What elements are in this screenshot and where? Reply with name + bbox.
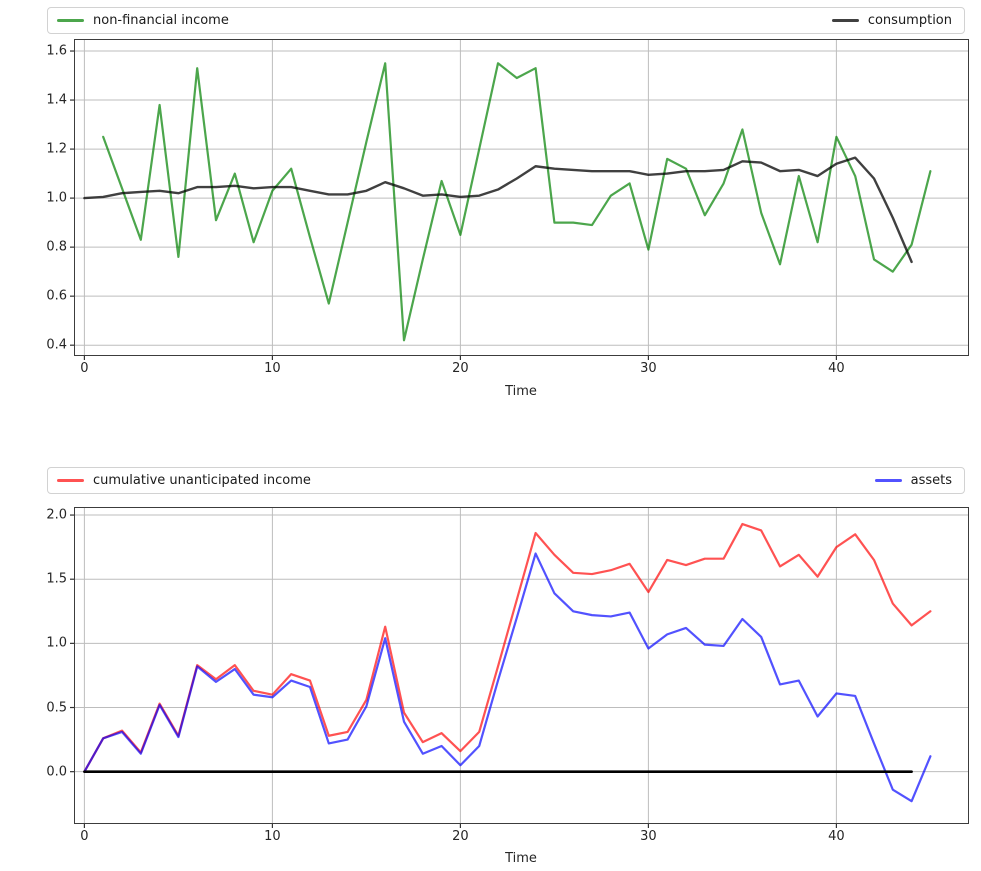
y-tick-label: 1.4: [46, 92, 67, 108]
y-tick-label: 0.5: [46, 700, 67, 716]
y-tick-label: 0.0: [46, 764, 67, 780]
legend-label-assets: assets: [910, 473, 952, 488]
consumption-line: [83, 156, 913, 264]
x-tick-label: 30: [640, 361, 657, 376]
x-tick-label: 10: [264, 361, 281, 376]
legend-entry-consumption: consumption: [831, 13, 952, 28]
y-tick-label: 0.6: [46, 288, 67, 304]
legend-entry-non-financial-income: non-financial income: [57, 13, 229, 28]
legend-label-cumulative-unanticipated-income: cumulative unanticipated income: [93, 473, 311, 488]
bottom-plot-svg: [70, 508, 968, 828]
y-tick-label: 0.8: [46, 239, 67, 255]
y-tick-label: 1.5: [46, 571, 67, 587]
top-xaxis-title: Time: [505, 384, 537, 399]
x-tick-label: 20: [452, 361, 469, 376]
x-tick-label: 40: [828, 361, 845, 376]
top-plot-svg: [70, 40, 968, 360]
non-financial-income-line-swatch: [57, 19, 84, 22]
y-tick-label: 2.0: [46, 507, 67, 523]
y-tick-label: 1.2: [46, 141, 67, 157]
bottom-legend: cumulative unanticipated income assets: [47, 467, 965, 494]
x-tick-label: 10: [264, 829, 281, 844]
y-tick-label: 1.6: [46, 43, 67, 59]
x-tick-label: 20: [452, 829, 469, 844]
bottom-axes: [70, 507, 969, 828]
top-axes: [70, 39, 969, 360]
x-tick-label: 0: [80, 361, 89, 376]
non-financial-income-line: [102, 62, 932, 342]
x-tick-label: 40: [828, 829, 845, 844]
y-tick-label: 1.0: [46, 190, 67, 206]
legend-entry-cumulative-unanticipated-income: cumulative unanticipated income: [57, 473, 311, 488]
legend-label-consumption: consumption: [867, 13, 952, 28]
top-legend: non-financial income consumption: [47, 7, 965, 34]
cumulative-unanticipated-income-line-swatch: [57, 479, 84, 482]
x-tick-label: 0: [80, 829, 89, 844]
y-tick-label: 0.4: [46, 337, 67, 353]
bottom-xaxis-title: Time: [505, 851, 537, 866]
y-tick-label: 1.0: [46, 635, 67, 651]
assets-line-swatch: [874, 479, 902, 482]
legend-label-non-financial-income: non-financial income: [93, 13, 229, 28]
legend-entry-assets: assets: [874, 473, 952, 488]
assets-line: [83, 552, 932, 803]
x-tick-label: 30: [640, 829, 657, 844]
cumulative-unanticipated-income-line: [83, 522, 932, 773]
consumption-line-swatch: [831, 19, 859, 22]
